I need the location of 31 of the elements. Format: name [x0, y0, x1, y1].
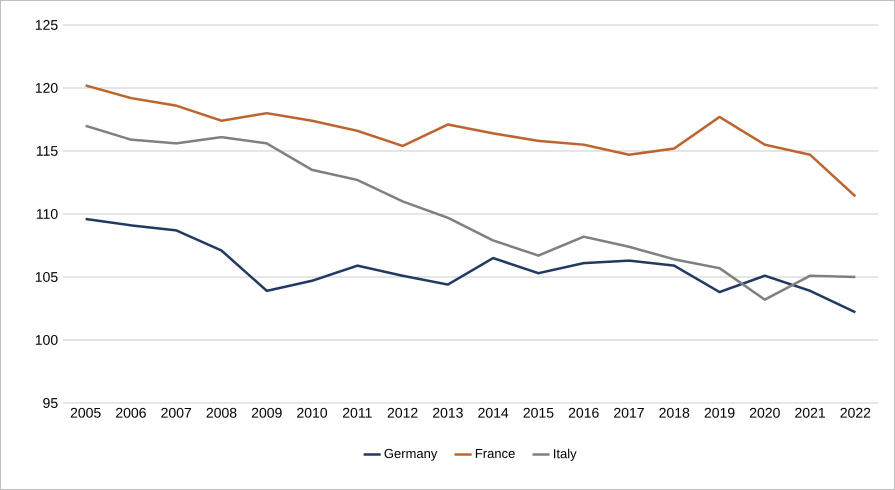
x-tick-label: 2011 — [342, 408, 372, 418]
y-tick-label: 110 — [36, 209, 58, 219]
x-tick-label: 2013 — [433, 408, 463, 418]
y-tick-label: 115 — [36, 146, 58, 156]
x-tick-label: 2012 — [388, 408, 418, 418]
x-tick-label: 2008 — [206, 408, 236, 418]
x-tick-label: 2017 — [614, 408, 644, 418]
y-tick-label: 100 — [36, 335, 58, 345]
y-tick-label: 105 — [36, 272, 58, 282]
x-tick-label: 2018 — [659, 408, 690, 418]
x-tick-label: 2010 — [297, 408, 328, 418]
y-tick-label: 95 — [43, 398, 58, 408]
x-tick-label: 2007 — [161, 408, 192, 418]
legend-label: Italy — [554, 448, 577, 461]
x-tick-label: 2022 — [840, 408, 870, 418]
x-tick-label: 2016 — [568, 408, 599, 418]
legend-label: France — [476, 448, 515, 458]
x-tick-label: 2014 — [478, 408, 508, 418]
line-series — [84, 218, 857, 314]
x-tick-label: 2021 — [795, 408, 825, 418]
x-tick-label: 2015 — [524, 408, 554, 418]
x-tick-label: 2019 — [704, 408, 734, 418]
x-tick-label: 2005 — [70, 408, 101, 418]
y-tick-label: 125 — [36, 20, 58, 30]
line-series — [84, 84, 857, 198]
x-tick-label: 2020 — [750, 408, 780, 418]
x-tick-label: 2009 — [252, 408, 282, 418]
legend-label: Germany — [384, 448, 438, 461]
x-tick-label: 2006 — [116, 408, 146, 418]
line-series — [84, 124, 857, 301]
y-tick-label: 120 — [36, 83, 58, 93]
